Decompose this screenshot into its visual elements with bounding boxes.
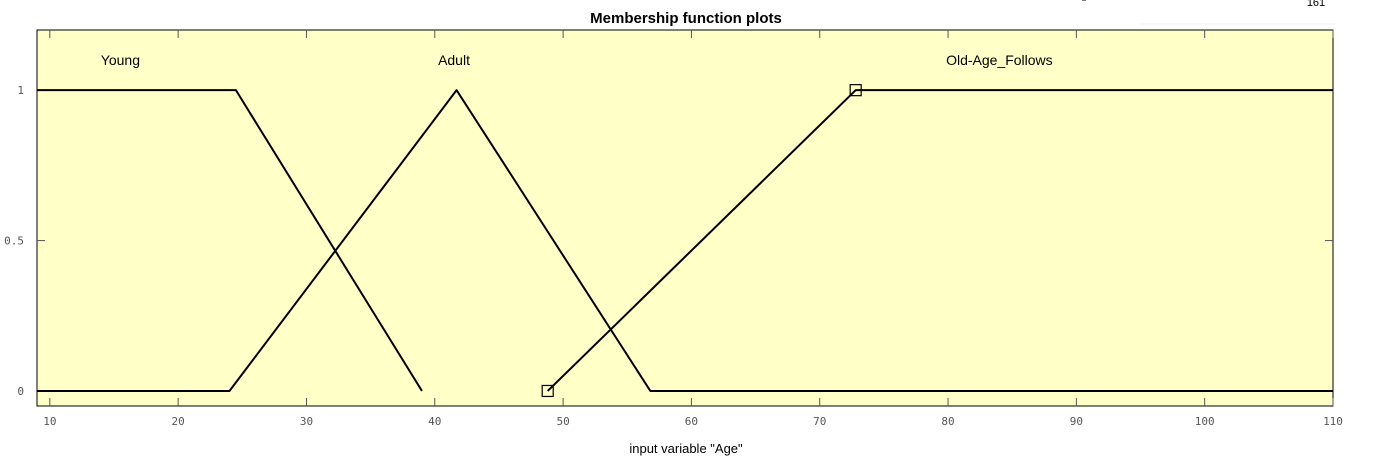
plot-area	[36, 29, 1334, 407]
curve-old-age-follows[interactable]	[547, 89, 1333, 392]
y-tick-label: 0.5	[4, 235, 24, 248]
membership-curves	[37, 89, 1333, 392]
x-tick-label: 80	[941, 415, 954, 428]
y-tick-label: 0	[17, 385, 24, 398]
label-young: Young	[101, 52, 140, 68]
curve-young[interactable]	[37, 89, 423, 392]
x-tick-label: 20	[172, 415, 185, 428]
x-tick-label: 60	[685, 415, 698, 428]
x-tick-label: 100	[1195, 415, 1215, 428]
selection-handle[interactable]	[849, 84, 862, 97]
selection-markers	[541, 84, 862, 398]
selection-handle[interactable]	[541, 384, 554, 398]
x-tick-label: 90	[1070, 415, 1083, 428]
label-adult: Adult	[438, 52, 470, 68]
x-tick-label: 10	[43, 415, 56, 428]
axis-ticks: 10 20 30 40 50 60 70 80 90 100 110 0 0.5 1	[4, 30, 1343, 428]
x-tick-label: 50	[556, 415, 569, 428]
curve-adult[interactable]	[37, 89, 1333, 392]
y-tick-label: 1	[17, 84, 24, 97]
membership-labels: Young Adult Old-Age_Follows	[101, 52, 1053, 68]
x-tick-label: 30	[300, 415, 313, 428]
corner-number: 161	[1307, 0, 1325, 9]
x-tick-label: 70	[813, 415, 826, 428]
x-tick-label: 110	[1323, 415, 1343, 428]
x-axis-label: input variable "Age"	[629, 441, 743, 456]
label-old-age-follows: Old-Age_Follows	[946, 52, 1053, 68]
chart-title: Membership function plots	[590, 10, 782, 27]
x-tick-label: 40	[428, 415, 441, 428]
